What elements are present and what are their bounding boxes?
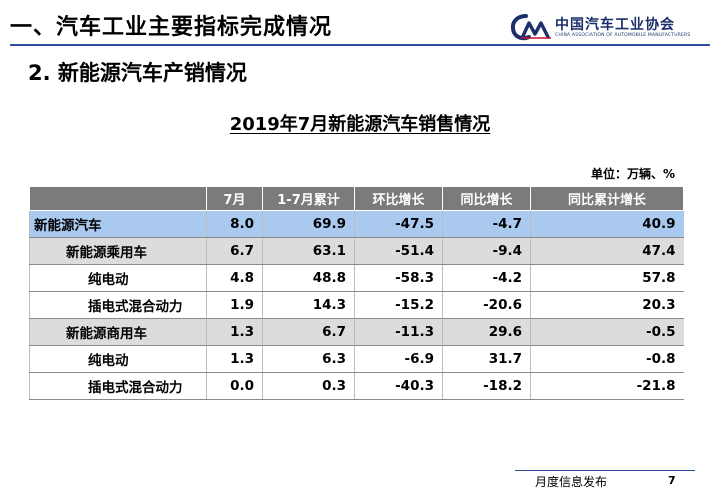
caam-logo: 中国汽车工业协会 CHINA ASSOCIATION OF AUTOMOBILE… bbox=[510, 12, 710, 42]
row-category-name: 新能源汽车 bbox=[29, 210, 207, 238]
row-category-name: 插电式混合动力 bbox=[29, 372, 207, 400]
value-yoy: -4.2 bbox=[442, 264, 531, 292]
value-ytd: 0.3 bbox=[262, 372, 355, 400]
page-number: 7 bbox=[668, 474, 676, 487]
value-ytd-yoy: -0.8 bbox=[530, 345, 684, 373]
table-row: 新能源商用车 1.3 6.7 -11.3 29.6 -0.5 bbox=[29, 318, 684, 346]
table-row: 纯电动 1.3 6.3 -6.9 31.7 -0.8 bbox=[29, 345, 684, 373]
table-body: 新能源汽车 8.0 69.9 -47.5 -4.7 40.9 新能源乘用车 6.7 63.1 -5… bbox=[29, 210, 684, 400]
footer-divider bbox=[515, 470, 695, 471]
column-header-mom: 环比增长 bbox=[354, 186, 443, 211]
value-mom: -11.3 bbox=[354, 318, 443, 346]
column-header-category bbox=[29, 186, 207, 211]
sales-table: 7月 1-7月累计 环比增长 同比增长 同比累计增长 新能源汽车 8.0 69.9-… bbox=[29, 186, 684, 400]
caam-logo-icon bbox=[510, 14, 551, 41]
value-ytd: 48.8 bbox=[262, 264, 355, 292]
column-header-ytd: 1-7月累计 bbox=[262, 186, 355, 211]
logo-chinese-name: 中国汽车工业协会 bbox=[555, 17, 675, 33]
table-title-wrap: 2019年7月新能源汽车销售情况 bbox=[0, 110, 720, 136]
value-ytd-yoy: -0.5 bbox=[530, 318, 684, 346]
value-yoy: -9.4 bbox=[442, 237, 531, 265]
value-ytd: 69.9 bbox=[262, 210, 355, 238]
value-month: 1.9 bbox=[206, 291, 263, 319]
table-row: 纯电动 4.8 48.8 -58.3 -4.2 57.8 bbox=[29, 264, 684, 292]
value-ytd-yoy: 40.9 bbox=[530, 210, 684, 238]
value-mom: -6.9 bbox=[354, 345, 443, 373]
value-ytd-yoy: 57.8 bbox=[530, 264, 684, 292]
row-category-name: 插电式混合动力 bbox=[29, 291, 207, 319]
header-divider bbox=[10, 44, 710, 46]
value-ytd-yoy: 47.4 bbox=[530, 237, 684, 265]
table-row: 新能源乘用车 6.7 63.1 -51.4 -9.4 47.4 bbox=[29, 237, 684, 265]
table-row: 插电式混合动力 1.9 14.3 -15.2 -20.6 20.3 bbox=[29, 291, 684, 319]
value-ytd: 6.3 bbox=[262, 345, 355, 373]
value-mom: -40.3 bbox=[354, 372, 443, 400]
value-month: 4.8 bbox=[206, 264, 263, 292]
value-month: 0.0 bbox=[206, 372, 263, 400]
value-ytd: 6.7 bbox=[262, 318, 355, 346]
value-mom: -47.5 bbox=[354, 210, 443, 238]
value-ytd: 14.3 bbox=[262, 291, 355, 319]
value-mom: -51.4 bbox=[354, 237, 443, 265]
row-category-name: 纯电动 bbox=[29, 264, 207, 292]
table-row: 新能源汽车 8.0 69.9 -47.5 -4.7 40.9 bbox=[29, 210, 684, 238]
column-header-ytd-yoy: 同比累计增长 bbox=[530, 186, 684, 211]
logo-english-name: CHINA ASSOCIATION OF AUTOMOBILE MANUFACT… bbox=[555, 33, 691, 38]
value-mom: -15.2 bbox=[354, 291, 443, 319]
value-yoy: 31.7 bbox=[442, 345, 531, 373]
unit-label: 单位：万辆、% bbox=[590, 167, 675, 181]
row-category-name: 新能源乘用车 bbox=[29, 237, 207, 265]
main-title: 一、汽车工业主要指标完成情况 bbox=[10, 15, 333, 40]
value-yoy: 29.6 bbox=[442, 318, 531, 346]
value-month: 6.7 bbox=[206, 237, 263, 265]
column-header-month: 7月 bbox=[206, 186, 263, 211]
value-yoy: -4.7 bbox=[442, 210, 531, 238]
row-category-name: 新能源商用车 bbox=[29, 318, 207, 346]
footer-label: 月度信息发布 bbox=[535, 475, 608, 489]
value-mom: -58.3 bbox=[354, 264, 443, 292]
table-row: 插电式混合动力 0.0 0.3 -40.3 -18.2 -21.8 bbox=[29, 372, 684, 400]
value-month: 8.0 bbox=[206, 210, 263, 238]
value-yoy: -18.2 bbox=[442, 372, 531, 400]
value-month: 1.3 bbox=[206, 318, 263, 346]
row-category-name: 纯电动 bbox=[29, 345, 207, 373]
value-ytd-yoy: -21.8 bbox=[530, 372, 684, 400]
value-ytd: 63.1 bbox=[262, 237, 355, 265]
value-yoy: -20.6 bbox=[442, 291, 531, 319]
table-title: 2019年7月新能源汽车销售情况 bbox=[229, 114, 491, 135]
section-subtitle: 2. 新能源汽车产销情况 bbox=[28, 61, 247, 85]
column-header-yoy: 同比增长 bbox=[442, 186, 531, 211]
value-month: 1.3 bbox=[206, 345, 263, 373]
table-header-row: 7月 1-7月累计 环比增长 同比增长 同比累计增长 bbox=[29, 186, 684, 211]
value-ytd-yoy: 20.3 bbox=[530, 291, 684, 319]
